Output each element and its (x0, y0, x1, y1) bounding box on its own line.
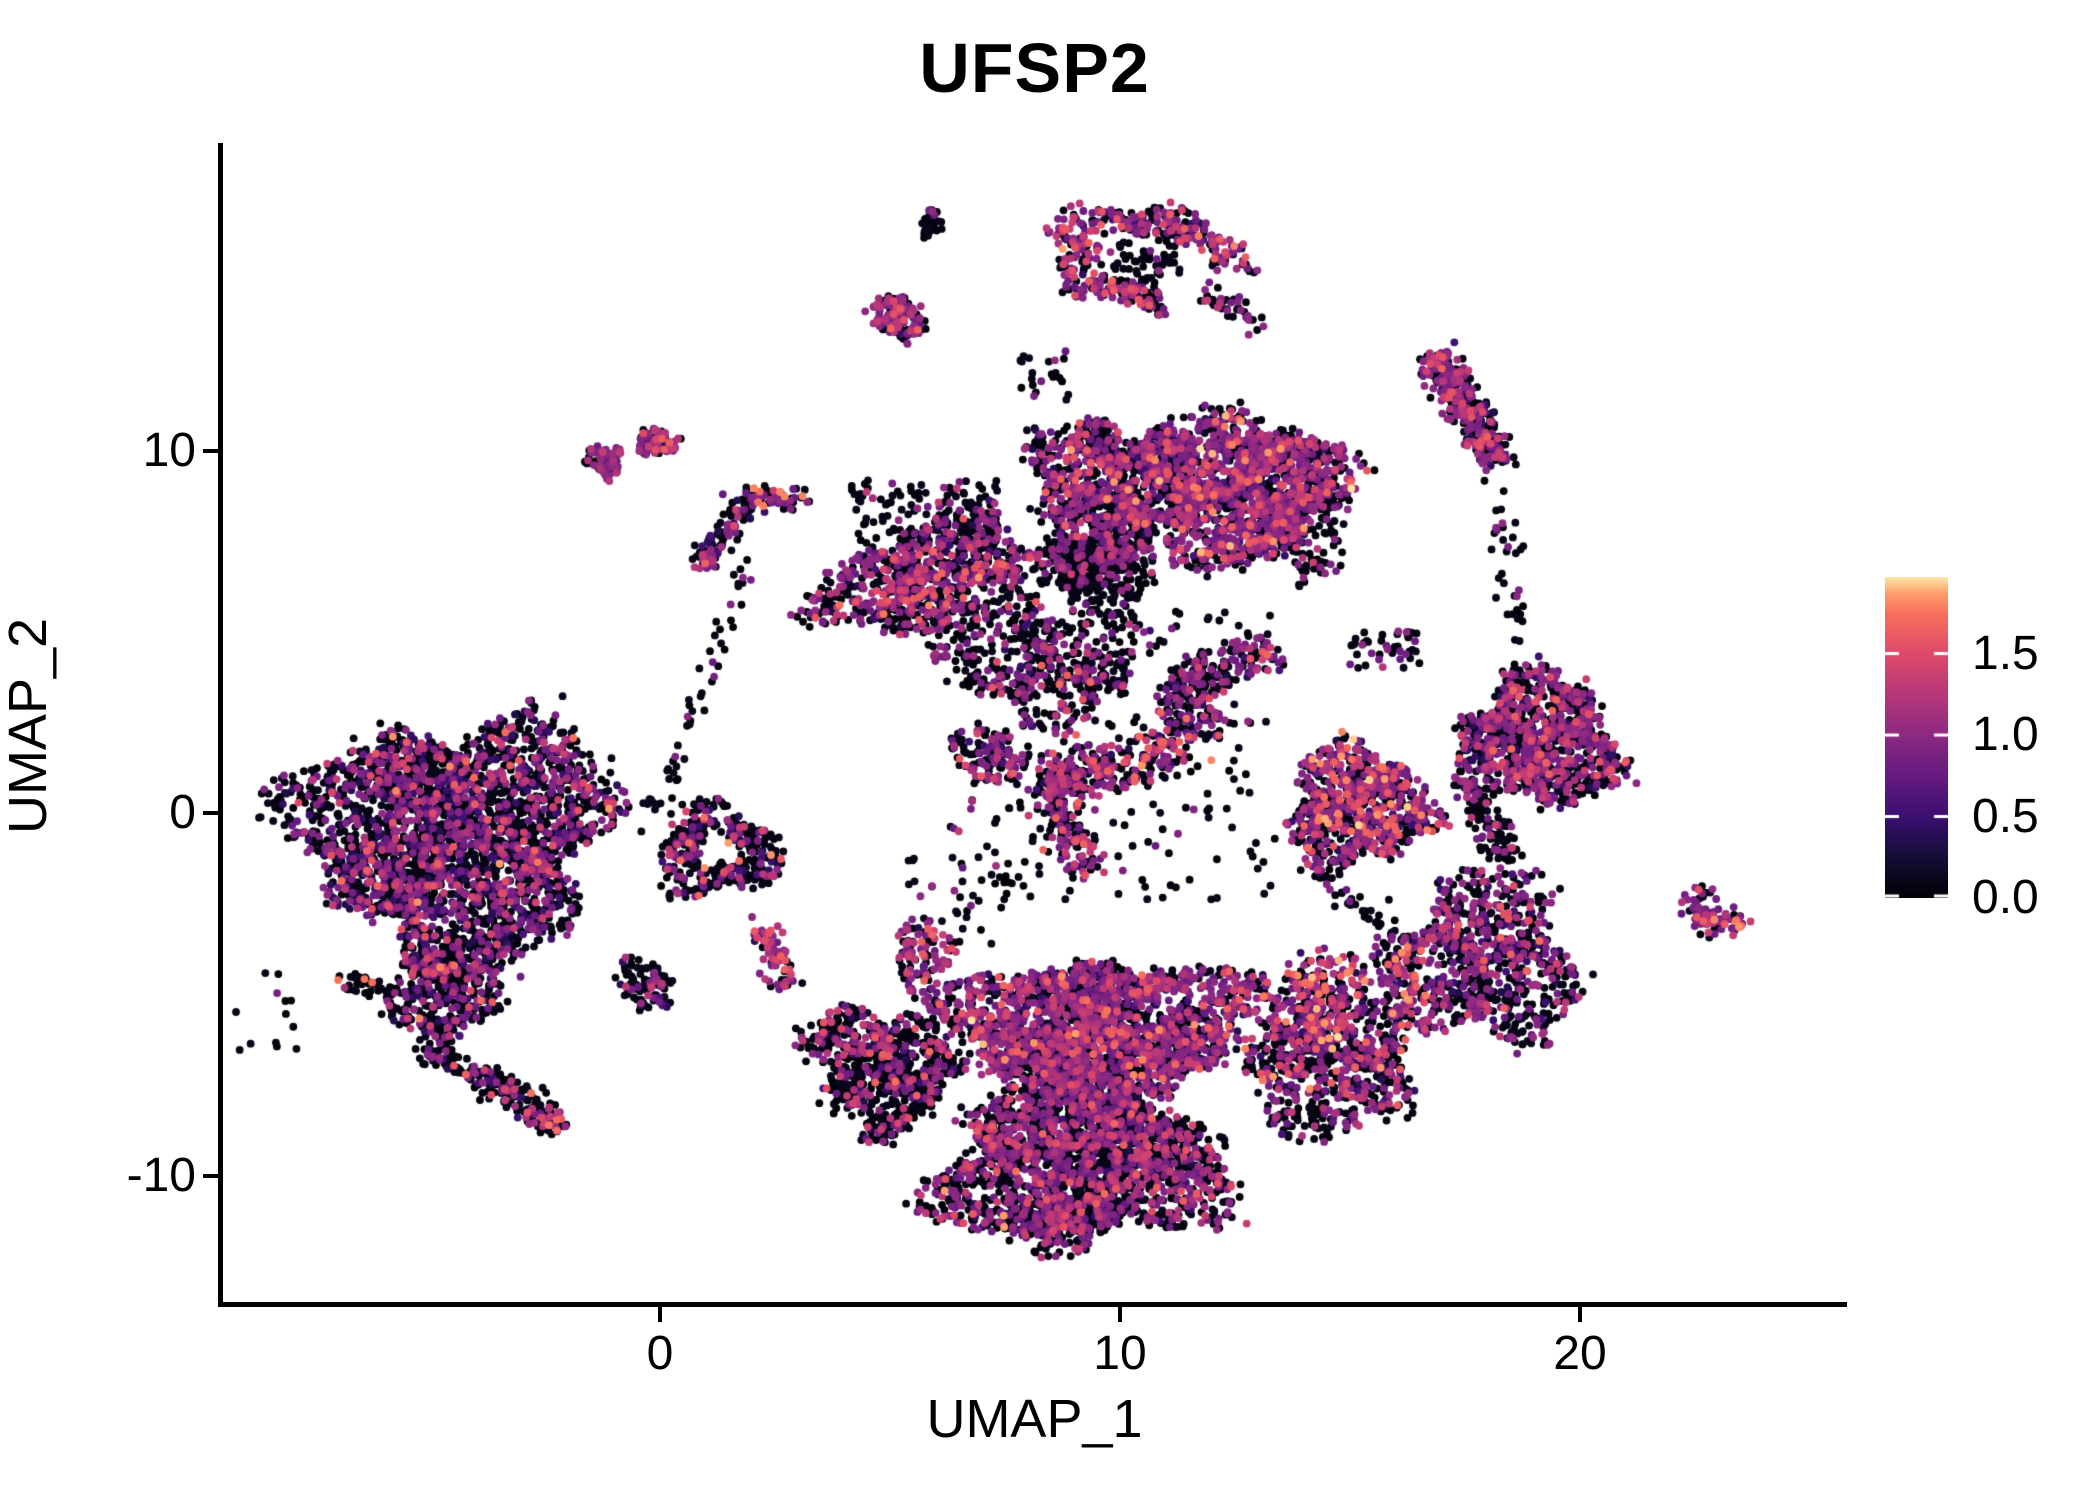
colorbar-tick-label: 0.5 (1972, 789, 2039, 843)
plot-title: UFSP2 (919, 29, 1150, 107)
y-tick-mark (203, 1173, 218, 1178)
x-axis-line (218, 1302, 1847, 1307)
x-tick-mark (658, 1307, 662, 1322)
y-axis-title: UMAP_2 (0, 617, 58, 835)
y-tick-label: -10 (126, 1148, 196, 1202)
y-tick-label: 0 (169, 786, 196, 839)
y-axis-line (218, 143, 223, 1307)
y-tick-label: 10 (142, 423, 196, 477)
x-tick-label: 0 (646, 1327, 674, 1380)
colorbar-tick-label: 0.0 (1972, 871, 2039, 924)
y-tick-mark (203, 448, 218, 453)
x-tick-mark (1578, 1307, 1582, 1322)
colorbar-tick-label: 1.5 (1972, 626, 2039, 680)
colorbar-gradient (1885, 577, 1948, 898)
x-axis-title: UMAP_1 (926, 1389, 1143, 1449)
colorbar-tick-label: 1.0 (1972, 708, 2039, 762)
x-tick-label: 20 (1553, 1327, 1607, 1380)
y-tick-mark (203, 811, 218, 815)
x-tick-mark (1118, 1307, 1122, 1322)
x-tick-label: 10 (1093, 1327, 1147, 1380)
